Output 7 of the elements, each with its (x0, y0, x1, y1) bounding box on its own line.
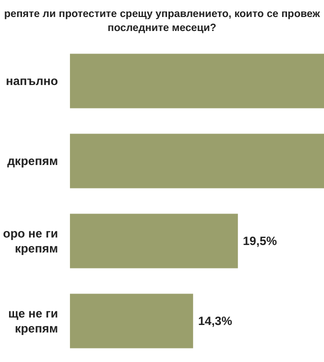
y-tick-label: дкрепям (7, 154, 58, 168)
data-label: 14,3% (198, 314, 232, 328)
chart-title: репяте ли протестите срещу управлението, които се провеж последните месеци? (4, 8, 320, 34)
data-label: 19,5% (242, 234, 278, 248)
y-tick-label: напълно (6, 74, 58, 88)
y-tick-label: оро не ги крепям (2, 226, 58, 256)
y-tick-label: ще не ги крепям (8, 306, 58, 336)
